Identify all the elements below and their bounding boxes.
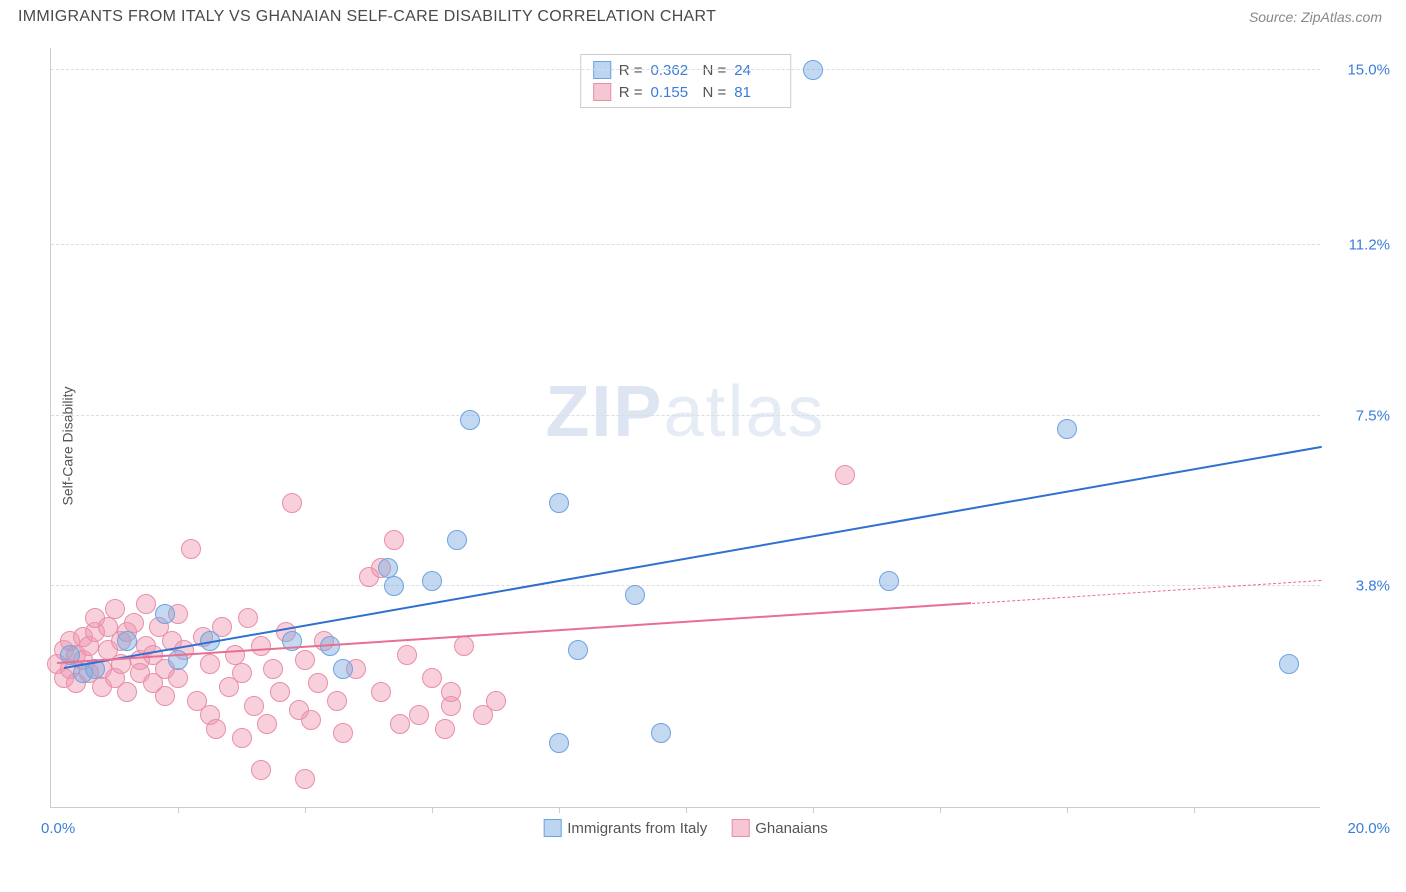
point-ghana (486, 691, 506, 711)
watermark: ZIPatlas (545, 371, 825, 453)
x-axis-min-label: 0.0% (41, 820, 75, 837)
point-ghana (295, 769, 315, 789)
point-ghana (232, 663, 252, 683)
legend-swatch-ghana (731, 819, 749, 837)
point-ghana (454, 636, 474, 656)
point-ghana (270, 682, 290, 702)
gridline (51, 244, 1320, 245)
point-italy (422, 571, 442, 591)
watermark-bold: ZIP (545, 372, 663, 452)
point-italy (384, 576, 404, 596)
point-italy (549, 733, 569, 753)
scatter-chart: ZIPatlas R = 0.362 N = 24 R = 0.155 N = … (50, 48, 1320, 808)
point-ghana (155, 686, 175, 706)
point-ghana (117, 682, 137, 702)
point-ghana (124, 613, 144, 633)
point-ghana (251, 760, 271, 780)
point-ghana (371, 682, 391, 702)
x-tick (559, 807, 560, 813)
point-italy (333, 659, 353, 679)
legend-label-italy: Immigrants from Italy (567, 820, 707, 837)
point-ghana (136, 594, 156, 614)
point-italy (378, 558, 398, 578)
point-ghana (327, 691, 347, 711)
trendline-ghana-extrapolated (972, 580, 1321, 604)
gridline (51, 69, 1320, 70)
y-tick-label: 7.5% (1330, 407, 1390, 424)
point-ghana (295, 650, 315, 670)
point-ghana (263, 659, 283, 679)
point-italy (447, 530, 467, 550)
point-ghana (200, 654, 220, 674)
point-italy (549, 493, 569, 513)
point-ghana (168, 668, 188, 688)
point-italy (879, 571, 899, 591)
point-italy (625, 585, 645, 605)
stats-row-ghana: R = 0.155 N = 81 (593, 81, 779, 103)
point-ghana (238, 608, 258, 628)
point-italy (568, 640, 588, 660)
source-label: Source: ZipAtlas.com (1249, 9, 1382, 25)
trendline-italy (64, 446, 1322, 669)
point-italy (803, 60, 823, 80)
point-ghana (333, 723, 353, 743)
y-tick-label: 15.0% (1330, 62, 1390, 79)
chart-title: IMMIGRANTS FROM ITALY VS GHANAIAN SELF-C… (18, 8, 716, 26)
point-ghana (244, 696, 264, 716)
point-italy (1279, 654, 1299, 674)
point-ghana (225, 645, 245, 665)
x-tick (178, 807, 179, 813)
point-ghana (181, 539, 201, 559)
watermark-thin: atlas (663, 372, 825, 452)
x-axis-max-label: 20.0% (1347, 820, 1390, 837)
legend-item-italy: Immigrants from Italy (543, 819, 707, 837)
y-tick-label: 3.8% (1330, 577, 1390, 594)
gridline (51, 585, 1320, 586)
y-tick-label: 11.2% (1330, 237, 1390, 254)
r-value-ghana: 0.155 (651, 84, 695, 101)
point-ghana (384, 530, 404, 550)
point-ghana (301, 710, 321, 730)
point-ghana (308, 673, 328, 693)
x-tick (1194, 807, 1195, 813)
x-tick (686, 807, 687, 813)
point-ghana (397, 645, 417, 665)
point-ghana (282, 493, 302, 513)
point-italy (155, 604, 175, 624)
point-italy (651, 723, 671, 743)
point-ghana (206, 719, 226, 739)
legend: Immigrants from Italy Ghanaians (543, 819, 828, 837)
legend-item-ghana: Ghanaians (731, 819, 828, 837)
r-label: R = (619, 84, 643, 101)
x-tick (305, 807, 306, 813)
point-ghana (232, 728, 252, 748)
point-italy (1057, 419, 1077, 439)
point-ghana (409, 705, 429, 725)
gridline (51, 415, 1320, 416)
n-value-ghana: 81 (734, 84, 778, 101)
n-label: N = (703, 84, 727, 101)
x-tick (940, 807, 941, 813)
point-ghana (835, 465, 855, 485)
x-tick (1067, 807, 1068, 813)
point-ghana (251, 636, 271, 656)
point-ghana (441, 682, 461, 702)
point-italy (460, 410, 480, 430)
point-italy (117, 631, 137, 651)
point-ghana (105, 599, 125, 619)
x-tick (813, 807, 814, 813)
point-ghana (435, 719, 455, 739)
stats-box: R = 0.362 N = 24 R = 0.155 N = 81 (580, 54, 792, 108)
point-ghana (257, 714, 277, 734)
legend-label-ghana: Ghanaians (755, 820, 828, 837)
point-ghana (390, 714, 410, 734)
point-ghana (422, 668, 442, 688)
legend-swatch-italy (543, 819, 561, 837)
x-tick (432, 807, 433, 813)
swatch-ghana (593, 83, 611, 101)
